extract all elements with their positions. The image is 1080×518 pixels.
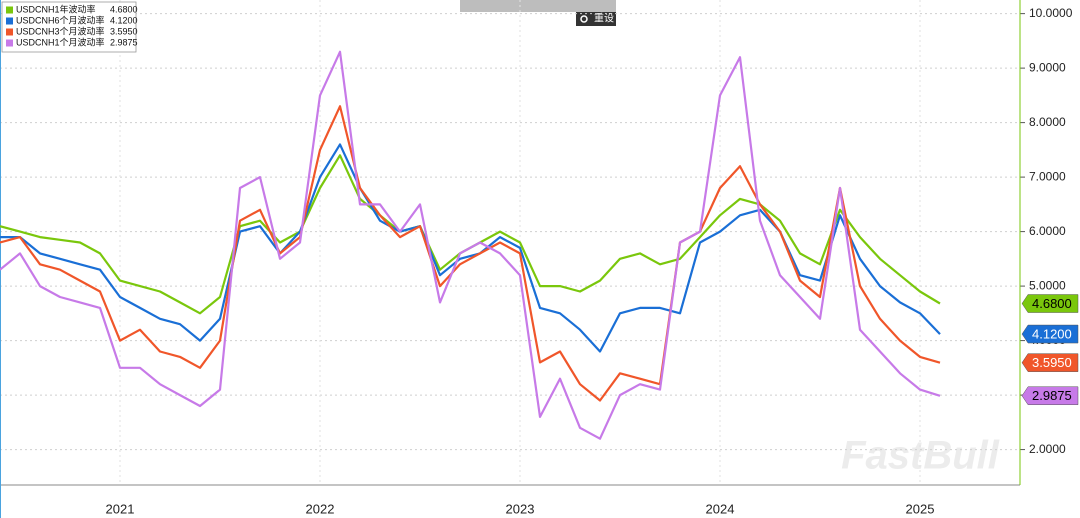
- reset-label[interactable]: 重设: [594, 12, 614, 25]
- legend: USDCNH1年波动率 4.6800 USDCNH6个月波动率 4.1200 USDCN…: [1, 1, 138, 53]
- toolbar: [460, 0, 616, 12]
- y-tick-label: 5.0000: [1029, 278, 1066, 292]
- legend-box: [1, 1, 137, 53]
- series-line: [0, 50, 941, 440]
- legend-value: 3.5950: [110, 26, 138, 36]
- reset-icon: [580, 15, 588, 23]
- value-badge-label: 4.6800: [1032, 296, 1072, 311]
- value-badge: [1021, 386, 1079, 406]
- y-tick-label: 9.0000: [1029, 60, 1066, 74]
- legend-label: USDCNH3个月波动率: [16, 25, 105, 36]
- legend-label: USDCNH6个月波动率: [16, 14, 105, 25]
- x-tick-label: 2024: [706, 501, 735, 516]
- y-tick-label: 8.0000: [1029, 115, 1066, 129]
- value-badge-label: 4.1200: [1032, 326, 1072, 341]
- y-tick-label: 6.0000: [1029, 224, 1066, 238]
- x-tick-label: 2021: [106, 501, 135, 516]
- value-badge: [1021, 294, 1079, 313]
- value-badge: [1021, 324, 1079, 344]
- x-tick-label: 2022: [306, 501, 335, 516]
- legend-swatch: [6, 17, 13, 25]
- y-tick-label: 7.0000: [1029, 169, 1066, 183]
- value-badge-label: 3.5950: [1032, 355, 1072, 370]
- value-badge-label: 2.9875: [1032, 388, 1072, 403]
- legend-swatch: [6, 28, 13, 36]
- y-tick-label: 2.0000: [1029, 442, 1066, 456]
- legend-swatch: [6, 39, 13, 47]
- x-tick-label: 2023: [506, 501, 535, 516]
- series-line: [0, 105, 941, 402]
- legend-value: 2.9875: [110, 37, 138, 47]
- legend-label: USDCNH1个月波动率: [16, 36, 105, 47]
- legend-value: 4.6800: [110, 4, 138, 14]
- legend-value: 4.1200: [110, 15, 138, 25]
- x-tick-label: 2025: [906, 501, 935, 516]
- legend-swatch: [6, 6, 13, 14]
- reset-button[interactable]: [576, 12, 616, 26]
- y-tick-label: 10.0000: [1029, 6, 1073, 20]
- value-badge: [1021, 353, 1079, 372]
- legend-label: USDCNH1年波动率: [16, 3, 96, 14]
